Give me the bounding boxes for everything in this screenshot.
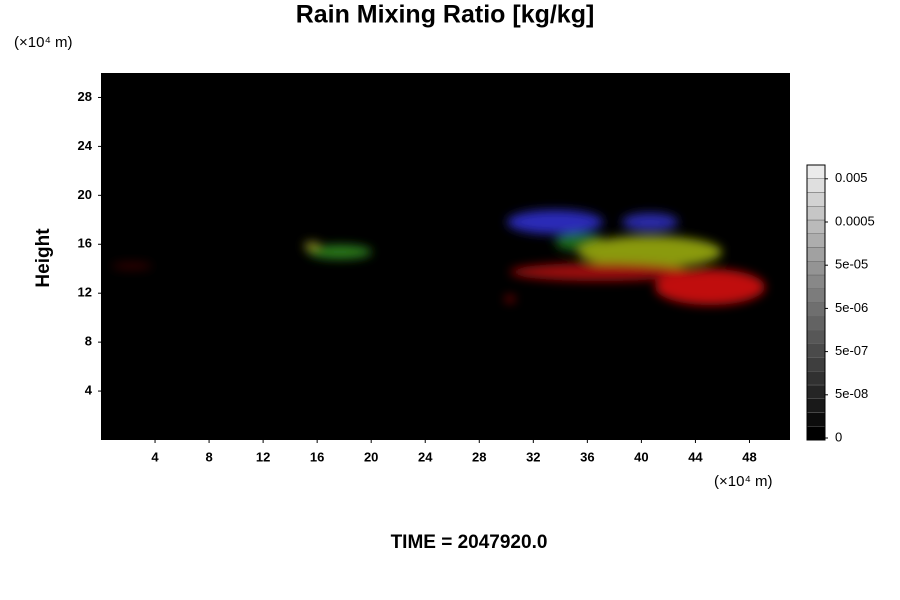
cloud	[505, 296, 515, 302]
colorbar-step	[806, 233, 826, 248]
cloud	[578, 236, 722, 268]
x-tick-label: 40	[634, 449, 648, 464]
cloud	[510, 263, 690, 281]
x-tick-label: 28	[472, 449, 486, 464]
y-unit: (×10⁴ m)	[14, 34, 73, 51]
colorbar-frame	[806, 164, 826, 441]
x-tick-label: 48	[742, 449, 756, 464]
cloud	[112, 263, 152, 269]
x-tick-label: 8	[205, 449, 212, 464]
y-tick-label: 16	[78, 236, 92, 251]
colorbar-tick-label: 5e-05	[835, 257, 868, 272]
colorbar-step	[806, 426, 826, 441]
colorbar-step	[806, 288, 826, 303]
footer: TIME = 2047920.0	[391, 532, 548, 553]
colorbar-step	[806, 398, 826, 413]
x-unit: (×10⁴ m)	[714, 473, 773, 490]
colorbar-tick-label: 5e-08	[835, 386, 868, 401]
chart-title: Rain Mixing Ratio [kg/kg]	[296, 1, 595, 29]
colorbar-tick-label: 0.0005	[835, 213, 875, 228]
y-tick-label: 28	[78, 89, 92, 104]
colorbar-step	[806, 219, 826, 234]
colorbar-step	[806, 164, 826, 179]
colorbar-step	[806, 357, 826, 372]
colorbar-step	[806, 247, 826, 262]
y-tick-label: 8	[85, 334, 92, 349]
cloud	[622, 213, 678, 231]
colorbar-tick-label: 0.005	[835, 170, 868, 185]
y-tick-label: 20	[78, 187, 92, 202]
y-tick-label: 24	[78, 138, 93, 153]
y-axis-label: Height	[33, 228, 54, 288]
colorbar-step	[806, 412, 826, 427]
colorbar-step	[806, 343, 826, 358]
colorbar-step	[806, 274, 826, 289]
colorbar-tick-label: 5e-07	[835, 343, 868, 358]
colorbar-step	[806, 206, 826, 221]
colorbar-step	[806, 192, 826, 207]
cloud	[304, 242, 320, 250]
x-tick-label: 4	[151, 449, 159, 464]
x-tick-label: 32	[526, 449, 540, 464]
x-tick-label: 20	[364, 449, 378, 464]
x-tick-label: 16	[310, 449, 324, 464]
y-tick-label: 4	[85, 383, 93, 398]
cloud	[308, 245, 372, 259]
colorbar-step	[806, 302, 826, 317]
colorbar-step	[806, 261, 826, 276]
colorbar-step	[806, 371, 826, 386]
colorbar-step	[806, 178, 826, 193]
x-tick-label: 12	[256, 449, 270, 464]
colorbar-step	[806, 329, 826, 344]
cloud	[507, 210, 603, 234]
x-tick-label: 24	[418, 449, 433, 464]
colorbar-step	[806, 384, 826, 399]
x-tick-label: 44	[688, 449, 703, 464]
colorbar-step	[806, 316, 826, 331]
cloud	[655, 269, 765, 305]
volume-render	[112, 210, 765, 305]
colorbar-tick-label: 0	[835, 429, 842, 444]
colorbar-tick-label: 5e-06	[835, 300, 868, 315]
x-tick-label: 36	[580, 449, 594, 464]
y-tick-label: 12	[78, 285, 92, 300]
